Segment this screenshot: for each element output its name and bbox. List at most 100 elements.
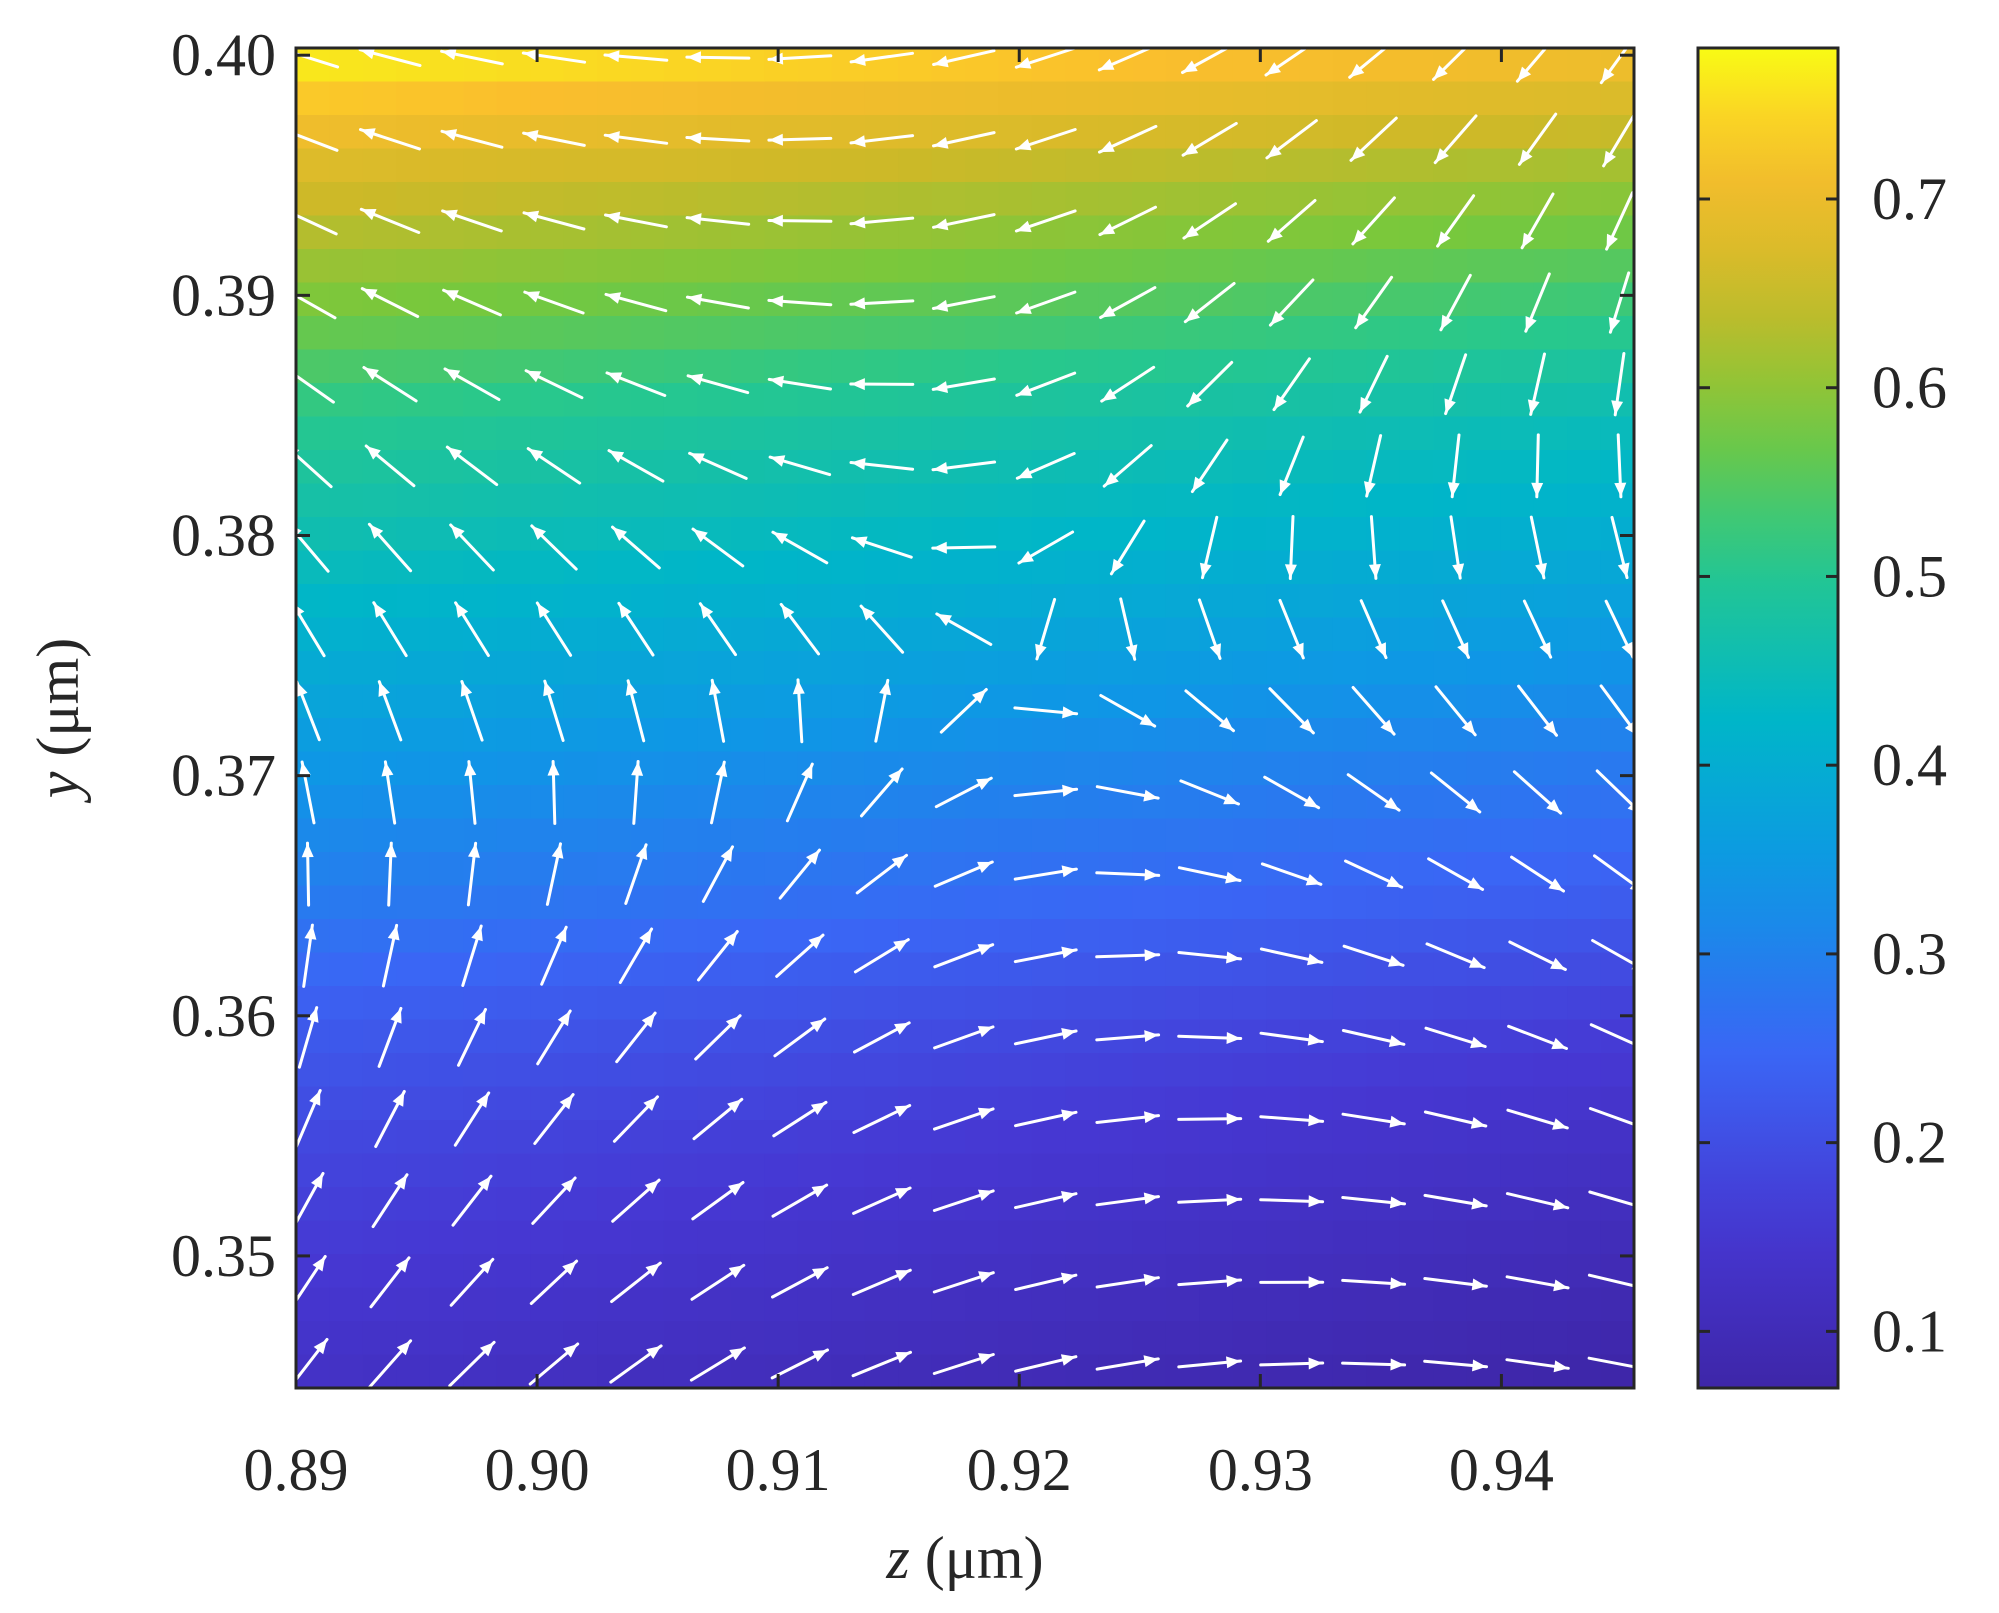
y-axis-label: y (μm) bbox=[25, 638, 91, 804]
heatmap-cell bbox=[797, 785, 832, 820]
heatmap-cell bbox=[1332, 282, 1368, 317]
vector-arrow bbox=[1349, 116, 1398, 162]
heatmap-cell bbox=[1332, 249, 1368, 284]
heatmap-cell bbox=[697, 1019, 732, 1054]
heatmap-cell bbox=[864, 316, 899, 351]
heatmap-cell bbox=[831, 349, 866, 384]
heatmap-cell bbox=[463, 1354, 498, 1388]
heatmap-cell bbox=[1065, 282, 1100, 317]
heatmap-cell bbox=[362, 1053, 398, 1088]
heatmap-cell bbox=[864, 1153, 899, 1188]
heatmap-cell bbox=[1132, 684, 1167, 719]
heatmap-cell bbox=[1500, 148, 1535, 183]
heatmap-cell bbox=[1332, 483, 1368, 518]
heatmap-cell bbox=[1232, 416, 1267, 451]
heatmap-cell bbox=[1433, 584, 1468, 619]
heatmap-cell bbox=[1433, 818, 1468, 853]
heatmap-cell bbox=[1399, 1086, 1435, 1121]
heatmap-cell bbox=[563, 1053, 598, 1088]
heatmap-cell bbox=[530, 986, 565, 1021]
heatmap-cell bbox=[663, 1053, 699, 1088]
heatmap-cell bbox=[1600, 1220, 1634, 1255]
heatmap-cell bbox=[1332, 416, 1368, 451]
vector-arrow bbox=[453, 1091, 491, 1147]
heatmap-cell bbox=[1199, 1220, 1234, 1255]
vector-arrow bbox=[1441, 599, 1470, 659]
heatmap-cell bbox=[764, 885, 799, 920]
heatmap-cell bbox=[864, 483, 899, 518]
vector-arrow bbox=[1014, 209, 1077, 233]
heatmap-cell bbox=[1466, 952, 1501, 987]
heatmap-cell bbox=[831, 416, 866, 451]
heatmap-cell bbox=[965, 651, 1000, 686]
heatmap-cell bbox=[530, 316, 565, 351]
vector-arrow bbox=[772, 1100, 828, 1138]
heatmap-cell bbox=[630, 517, 665, 552]
heatmap-cell bbox=[530, 550, 565, 585]
heatmap-cell bbox=[496, 1254, 531, 1289]
heatmap-cell bbox=[864, 416, 899, 451]
heatmap-cell bbox=[898, 1120, 933, 1155]
heatmap-cell bbox=[730, 952, 766, 987]
heatmap-cell bbox=[1600, 81, 1634, 116]
heatmap-cell bbox=[764, 1120, 799, 1155]
heatmap-cell bbox=[697, 1153, 732, 1188]
vector-arrow bbox=[1515, 48, 1548, 83]
vector-arrow bbox=[381, 760, 397, 825]
heatmap-cell bbox=[296, 450, 331, 485]
vector-arrow bbox=[441, 209, 503, 233]
heatmap-cell bbox=[1433, 1153, 1468, 1188]
heatmap-cell bbox=[965, 785, 1000, 820]
heatmap-cell bbox=[1399, 885, 1435, 920]
heatmap-cell bbox=[998, 349, 1033, 384]
heatmap-cell bbox=[1132, 517, 1167, 552]
heatmap-cell bbox=[530, 148, 565, 183]
vector-arrow bbox=[547, 760, 560, 825]
heatmap-cell bbox=[898, 751, 933, 786]
heatmap-cell bbox=[563, 919, 598, 954]
heatmap-cell bbox=[396, 148, 431, 183]
heatmap-cell bbox=[1332, 81, 1368, 116]
heatmap-cell bbox=[563, 383, 598, 418]
heatmap-cell bbox=[1399, 651, 1435, 686]
heatmap-cell bbox=[1399, 1120, 1435, 1155]
heatmap-cell bbox=[797, 818, 832, 853]
heatmap-cell bbox=[965, 1287, 1000, 1322]
heatmap-cell bbox=[396, 852, 431, 887]
heatmap-cell bbox=[597, 517, 632, 552]
heatmap-cell bbox=[1165, 1187, 1200, 1222]
heatmap-cell bbox=[797, 1120, 832, 1155]
heatmap-cell bbox=[730, 550, 766, 585]
heatmap-cell bbox=[463, 483, 498, 518]
vector-arrow bbox=[1444, 353, 1468, 416]
heatmap-cell bbox=[1031, 1053, 1067, 1088]
heatmap-cell bbox=[1165, 550, 1200, 585]
heatmap-cell bbox=[1165, 316, 1200, 351]
heatmap-cell bbox=[463, 182, 498, 217]
heatmap-cell bbox=[1466, 584, 1501, 619]
vector-arrow bbox=[1424, 1026, 1487, 1049]
heatmap-cell bbox=[797, 416, 832, 451]
heatmap-cell bbox=[496, 349, 531, 384]
heatmap-cell bbox=[496, 785, 531, 820]
vector-arrow bbox=[792, 678, 805, 744]
heatmap-cell bbox=[1500, 416, 1535, 451]
heatmap-cell bbox=[530, 1053, 565, 1088]
heatmap-cell bbox=[1031, 81, 1067, 116]
heatmap-cell bbox=[329, 517, 364, 552]
heatmap-cell bbox=[1165, 1086, 1200, 1121]
heatmap-cell bbox=[1567, 651, 1602, 686]
heatmap-cell bbox=[1232, 81, 1267, 116]
heatmap-cell bbox=[1065, 182, 1100, 217]
vector-arrow bbox=[522, 130, 586, 147]
heatmap-cell bbox=[1232, 483, 1267, 518]
heatmap-cell bbox=[597, 249, 632, 284]
y-tick-label: 0.36 bbox=[171, 983, 276, 1049]
heatmap-cell bbox=[296, 818, 331, 853]
heatmap-cell bbox=[1466, 1321, 1501, 1356]
heatmap-cell bbox=[563, 148, 598, 183]
heatmap-cell bbox=[1165, 785, 1200, 820]
heatmap-cell bbox=[1332, 818, 1368, 853]
heatmap-cell bbox=[831, 550, 866, 585]
heatmap-cell bbox=[1065, 1220, 1100, 1255]
